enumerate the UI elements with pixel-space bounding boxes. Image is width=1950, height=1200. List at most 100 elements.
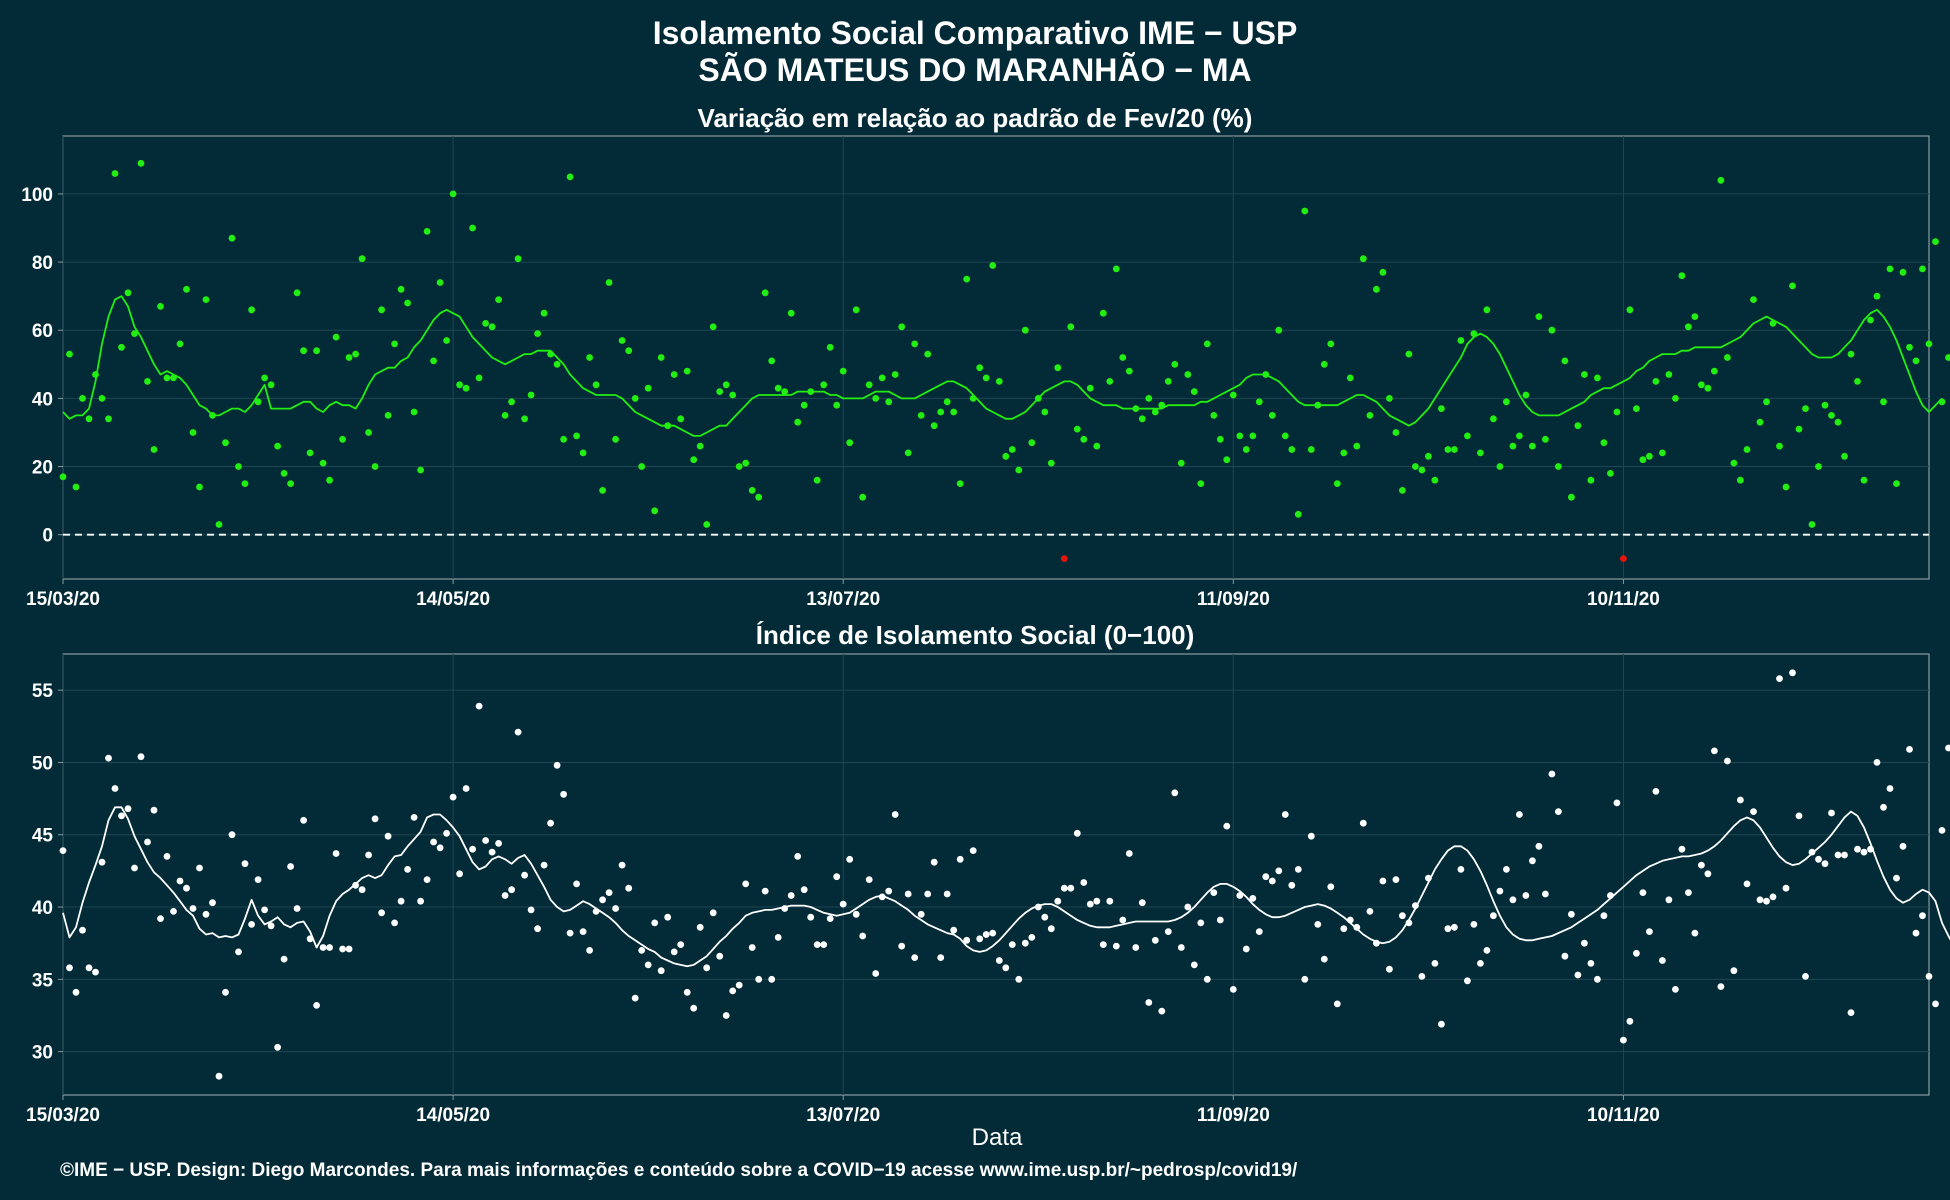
- data-point: [1177, 459, 1185, 467]
- index-points: [59, 669, 1950, 1080]
- data-point: [1119, 354, 1127, 361]
- data-point: [872, 395, 880, 402]
- data-point: [1841, 851, 1848, 859]
- data-point: [274, 442, 281, 450]
- data-point: [1756, 896, 1764, 904]
- data-point: [1477, 960, 1484, 967]
- data-point: [1379, 268, 1387, 276]
- data-point: [384, 412, 392, 419]
- data-point: [1763, 897, 1770, 905]
- data-point: [1054, 364, 1062, 372]
- data-point: [1867, 316, 1874, 324]
- data-point: [1821, 401, 1829, 409]
- data-point: [443, 829, 450, 837]
- data-point: [1119, 916, 1127, 924]
- y-tick-label: 35: [32, 970, 54, 991]
- data-point: [566, 173, 574, 181]
- data-point: [1399, 912, 1406, 920]
- data-point: [605, 279, 613, 286]
- data-point: [1294, 866, 1302, 873]
- data-point: [1652, 788, 1660, 795]
- data-point: [1320, 955, 1328, 963]
- data-point: [469, 224, 476, 232]
- data-point: [118, 812, 125, 820]
- data-point: [943, 890, 951, 898]
- data-point: [1782, 483, 1790, 491]
- data-point: [1828, 809, 1835, 817]
- data-point: [319, 944, 327, 951]
- data-point: [612, 435, 619, 443]
- data-point: [800, 886, 808, 894]
- data-point: [352, 350, 359, 358]
- panel-index-grid: [62, 654, 1929, 1095]
- data-point: [891, 811, 899, 818]
- data-point: [1008, 941, 1016, 948]
- data-point: [1639, 456, 1647, 464]
- data-point: [1288, 446, 1296, 453]
- data-point: [332, 333, 340, 341]
- data-point: [1015, 466, 1023, 474]
- data-point: [989, 929, 997, 937]
- data-point: [222, 439, 229, 447]
- data-point: [1281, 811, 1289, 818]
- data-point: [690, 1004, 698, 1012]
- figure-subtitle: SÃO MATEUS DO MARANHÃO − MA: [698, 52, 1251, 88]
- x-tick-label: 14/05/20: [416, 589, 490, 610]
- data-point: [709, 323, 717, 331]
- data-point: [183, 285, 190, 293]
- data-point: [1698, 861, 1705, 869]
- x-axis-label: Data: [972, 1124, 1023, 1151]
- data-point: [72, 988, 80, 996]
- data-point: [1151, 408, 1159, 416]
- data-point: [1730, 967, 1738, 975]
- data-point: [657, 967, 665, 975]
- data-point: [527, 391, 535, 399]
- data-point: [521, 415, 528, 423]
- data-point: [1639, 889, 1647, 896]
- data-point: [1073, 425, 1081, 433]
- data-point: [1242, 945, 1250, 953]
- data-point: [202, 296, 210, 303]
- data-point: [501, 892, 509, 899]
- data-point: [183, 884, 190, 892]
- data-point: [1275, 326, 1283, 334]
- data-point: [1158, 401, 1166, 409]
- data-point: [1737, 476, 1744, 484]
- data-point: [209, 412, 216, 419]
- data-point: [1431, 960, 1439, 967]
- data-point: [774, 934, 782, 941]
- data-point: [781, 388, 789, 395]
- data-point: [781, 905, 789, 912]
- data-point: [917, 910, 925, 918]
- footer-credit: ©IME − USP. Design: Diego Marcondes. Par…: [60, 1160, 1298, 1181]
- data-point: [1509, 442, 1517, 450]
- data-point: [904, 449, 912, 457]
- data-point: [1561, 952, 1569, 960]
- data-point: [196, 864, 203, 872]
- data-point: [1275, 867, 1283, 875]
- data-point: [1724, 354, 1731, 361]
- index-moving-average: [62, 806, 1950, 968]
- data-point: [1320, 360, 1328, 368]
- data-point: [774, 384, 782, 392]
- data-point: [436, 279, 444, 286]
- data-point: [1834, 418, 1842, 426]
- data-point: [885, 887, 893, 895]
- data-point: [1535, 313, 1543, 320]
- data-point: [189, 429, 197, 436]
- data-point: [254, 398, 262, 406]
- data-point: [1327, 883, 1335, 891]
- data-point: [1229, 986, 1237, 993]
- data-point: [1255, 928, 1263, 935]
- data-point: [560, 790, 567, 798]
- data-point: [339, 435, 346, 443]
- data-point: [768, 975, 776, 983]
- data-point: [742, 880, 750, 888]
- data-point: [878, 893, 886, 901]
- data-point: [1255, 398, 1263, 406]
- data-point: [677, 415, 685, 423]
- data-point: [794, 853, 802, 860]
- data-point: [878, 374, 886, 382]
- data-point: [904, 890, 912, 898]
- data-point: [1112, 942, 1120, 950]
